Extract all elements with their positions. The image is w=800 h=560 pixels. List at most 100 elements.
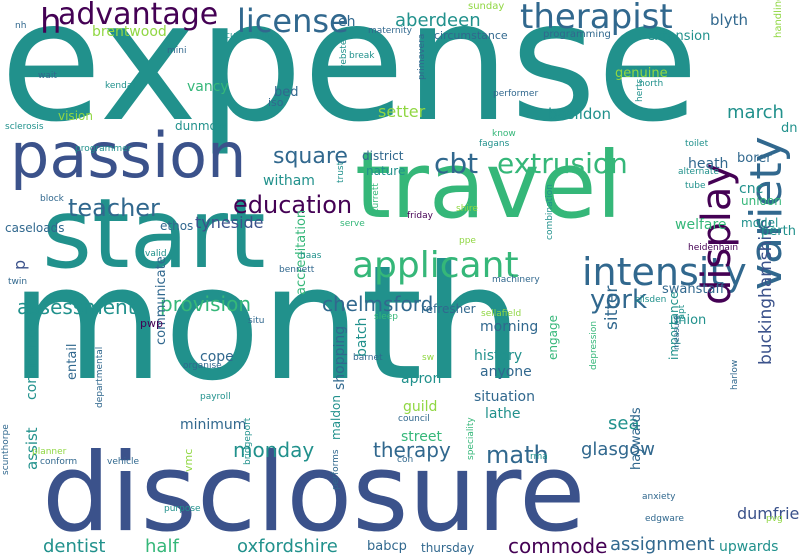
cloud-word: departmental bbox=[95, 346, 105, 408]
cloud-word: alternate bbox=[678, 167, 719, 177]
cloud-word: therapy bbox=[373, 438, 451, 462]
cloud-word: union bbox=[670, 313, 707, 328]
cloud-word: turrett bbox=[371, 183, 381, 212]
cloud-word: therapist bbox=[520, 0, 673, 37]
cloud-word: disclosure bbox=[42, 431, 586, 556]
cloud-word: engage bbox=[546, 315, 560, 360]
cloud-word: model bbox=[741, 216, 779, 230]
cloud-word: pvg bbox=[766, 514, 783, 524]
cloud-word: performer bbox=[493, 89, 539, 99]
cloud-word: webster bbox=[339, 35, 349, 72]
cloud-word: cope bbox=[200, 349, 234, 365]
cloud-word: perth bbox=[761, 224, 796, 239]
cloud-word: sw bbox=[422, 353, 435, 363]
cloud-word: dentist bbox=[43, 536, 106, 557]
cloud-word: advantage bbox=[58, 0, 219, 32]
cloud-word: passion bbox=[10, 119, 247, 192]
cloud-word: nh bbox=[15, 21, 27, 31]
cloud-word: planner bbox=[32, 447, 67, 457]
cloud-word: aberdeen bbox=[395, 10, 481, 31]
cloud-word: programming bbox=[543, 29, 611, 40]
cloud-word: sclerosis bbox=[5, 122, 44, 132]
cloud-word: vision bbox=[58, 109, 93, 123]
cloud-word: serve bbox=[340, 219, 365, 229]
cloud-word: iso bbox=[268, 96, 284, 109]
cloud-word: combination bbox=[545, 184, 555, 240]
cloud-word: block bbox=[40, 194, 64, 204]
cloud-word: ethos bbox=[160, 219, 194, 233]
cloud-word: anxiety bbox=[642, 492, 676, 502]
cloud-word: street bbox=[401, 429, 442, 445]
cloud-word: programmer bbox=[75, 144, 132, 154]
cloud-word: assignment bbox=[610, 534, 715, 555]
cloud-word: march bbox=[727, 102, 784, 123]
cloud-word: refresher bbox=[421, 302, 476, 316]
cloud-word: machinery bbox=[492, 275, 540, 285]
cloud-word: continence bbox=[24, 322, 40, 400]
cloud-word: fagans bbox=[479, 139, 510, 149]
cloud-word: month bbox=[10, 232, 523, 416]
cloud-word: trust bbox=[336, 161, 346, 183]
cloud-word: vancy bbox=[187, 79, 229, 95]
cloud-word: morning bbox=[480, 319, 539, 335]
cloud-word: handling bbox=[773, 0, 784, 38]
cloud-word: maternity bbox=[368, 26, 412, 36]
cloud-word: edgware bbox=[645, 514, 684, 524]
cloud-word: dunmow bbox=[175, 119, 227, 133]
cloud-word: monday bbox=[233, 438, 315, 462]
cloud-word: start bbox=[42, 178, 266, 290]
cloud-word: rma bbox=[530, 452, 548, 462]
cloud-word: history bbox=[474, 348, 523, 364]
cloud-word: sea bbox=[608, 413, 640, 434]
cloud-word: payroll bbox=[200, 392, 231, 402]
cloud-word: measure bbox=[672, 315, 681, 350]
cloud-word: minimum bbox=[180, 417, 247, 433]
cloud-word: kendal bbox=[105, 81, 135, 91]
cloud-word: break bbox=[349, 51, 375, 61]
cloud-word: extension bbox=[647, 29, 711, 44]
cloud-word: babcp bbox=[367, 539, 407, 554]
cloud-word: setter bbox=[378, 102, 426, 121]
cloud-word: anyone bbox=[480, 364, 532, 380]
cloud-word: witham bbox=[263, 173, 315, 189]
cloud-word: chelmsford bbox=[322, 292, 434, 316]
cloud-word: borer bbox=[737, 151, 772, 166]
cloud-word: shopping bbox=[332, 325, 348, 390]
cloud-word: mini bbox=[167, 46, 187, 56]
cloud-word: eh bbox=[338, 14, 356, 30]
cloud-word: extrusion bbox=[497, 147, 628, 180]
cloud-word: purpose bbox=[164, 504, 201, 514]
cloud-word: speciality bbox=[466, 417, 476, 460]
cloud-word: wait bbox=[38, 71, 57, 81]
cloud-word: shire bbox=[456, 204, 478, 214]
cloud-word: half bbox=[145, 536, 179, 557]
cloud-word: lathe bbox=[485, 406, 521, 422]
cloud-word: organise bbox=[183, 361, 222, 371]
cloud-word: basildon bbox=[548, 105, 612, 123]
cloud-word: toilet bbox=[685, 139, 709, 149]
cloud-word: caseloads bbox=[5, 221, 65, 235]
cloud-word: swanstaff bbox=[662, 282, 725, 297]
cloud-word: upwards bbox=[719, 539, 779, 555]
cloud-word: sunday bbox=[468, 1, 505, 12]
cloud-word: sellafield bbox=[481, 309, 522, 319]
cloud-word: math bbox=[486, 441, 549, 469]
cloud-word: welfare bbox=[675, 217, 727, 233]
cloud-word: bridgeport bbox=[243, 417, 253, 465]
cloud-word: tube bbox=[685, 181, 706, 191]
cloud-word: guild bbox=[403, 399, 438, 415]
cloud-word: cnc bbox=[739, 181, 764, 197]
cloud-word: herts bbox=[635, 78, 645, 102]
cloud-word: applicant bbox=[352, 245, 519, 286]
cloud-word: twin bbox=[8, 277, 28, 287]
cloud-word: commode bbox=[508, 534, 608, 558]
cloud-word: haywards bbox=[629, 407, 644, 470]
cloud-word: thursday bbox=[421, 541, 475, 555]
cloud-word: north bbox=[639, 79, 664, 89]
cloud-word: bed bbox=[274, 85, 299, 100]
cloud-word: silsden bbox=[635, 295, 667, 305]
cloud-word: performs bbox=[331, 449, 341, 490]
cloud-word: unioon bbox=[741, 194, 782, 208]
cloud-word: harlow bbox=[730, 359, 740, 390]
